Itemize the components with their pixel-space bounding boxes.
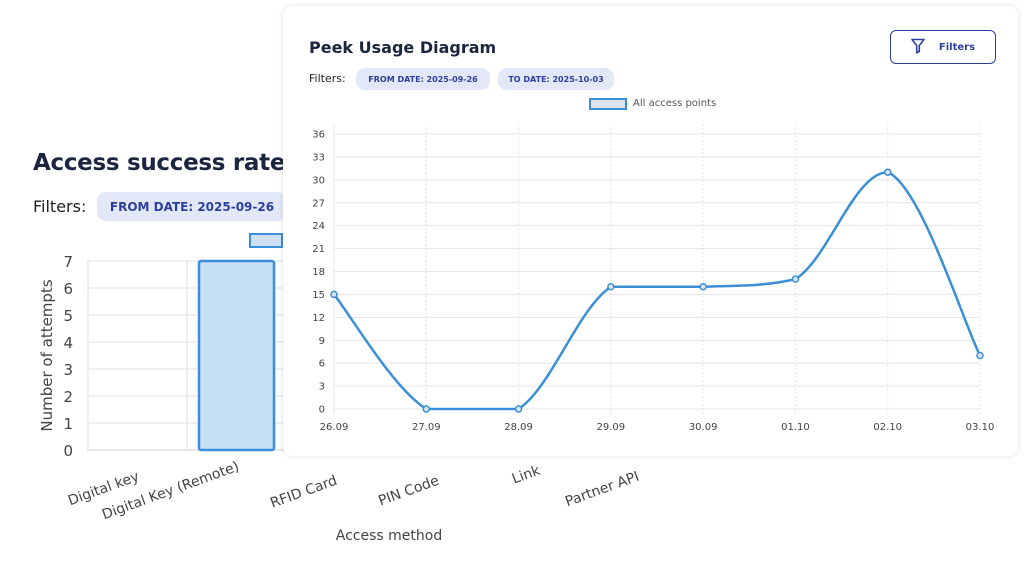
x-tick-label: 29.09 — [597, 422, 626, 433]
series-line-all-access-points — [333, 170, 982, 411]
x-tick-label: 01.10 — [781, 422, 810, 433]
data-point-01.10 — [791, 275, 800, 283]
y-tick-label: 33 — [312, 152, 325, 163]
back-filters-label: Filters: — [33, 197, 87, 216]
data-point-29.09 — [607, 283, 615, 291]
data-point-02.10 — [883, 168, 892, 176]
y-tick-label: 30 — [312, 175, 325, 186]
y-tick-label: 36 — [312, 130, 325, 141]
filters-button[interactable]: Filters — [890, 30, 996, 64]
data-point-27.09 — [422, 405, 431, 413]
y-tick-label: 1 — [63, 415, 73, 433]
y-tick-label: 6 — [63, 280, 73, 298]
front-filters-label: Filters: — [309, 72, 346, 85]
back-legend-swatch — [249, 233, 283, 248]
data-point-03.10 — [976, 351, 984, 360]
front-legend-swatch[interactable] — [589, 98, 627, 110]
y-tick-label: 3 — [319, 382, 325, 393]
y-tick-label: 27 — [312, 198, 325, 209]
x-tick-label: 28.09 — [504, 422, 533, 433]
peek-usage-title: Peek Usage Diagram — [309, 38, 497, 57]
y-tick-label: 6 — [319, 359, 325, 370]
y-tick-label: 5 — [63, 307, 73, 325]
x-tick-label: 02.10 — [873, 422, 902, 433]
y-tick-label: 24 — [312, 221, 325, 232]
filter-funnel-icon — [911, 38, 925, 57]
x-tick-label: 03.10 — [966, 422, 995, 433]
data-point-26.09 — [330, 290, 338, 299]
y-tick-label: 18 — [312, 267, 325, 278]
x-tick-label: 30.09 — [689, 422, 718, 433]
data-point-30.09 — [699, 283, 707, 291]
x-tick-label: 27.09 — [412, 422, 441, 433]
y-tick-label: 2 — [63, 388, 73, 406]
y-tick-label: 4 — [63, 334, 73, 352]
y-tick-label: 21 — [312, 244, 325, 255]
y-tick-label: 12 — [312, 313, 325, 324]
data-point-28.09 — [514, 405, 523, 413]
front-to-date-chip[interactable]: TO DATE: 2025-10-03 — [498, 68, 614, 90]
y-tick-label: 0 — [319, 405, 325, 416]
filters-button-label: Filters — [938, 41, 976, 53]
front-from-date-chip[interactable]: FROM DATE: 2025-09-26 — [356, 68, 490, 90]
y-axis-title: Number of attempts — [38, 279, 56, 431]
bar-digital-key-remote- — [197, 259, 276, 452]
access-success-rate-title: Access success rate — [33, 150, 286, 176]
back-from-date-chip[interactable]: FROM DATE: 2025-09-26 — [97, 192, 287, 221]
y-tick-label: 15 — [312, 290, 325, 301]
y-tick-label: 7 — [63, 253, 73, 271]
y-tick-label: 0 — [63, 442, 73, 460]
x-tick-label: 26.09 — [320, 422, 349, 433]
front-legend-label[interactable]: All access points — [633, 98, 717, 109]
y-tick-label: 9 — [319, 336, 325, 347]
y-tick-label: 3 — [63, 361, 73, 379]
